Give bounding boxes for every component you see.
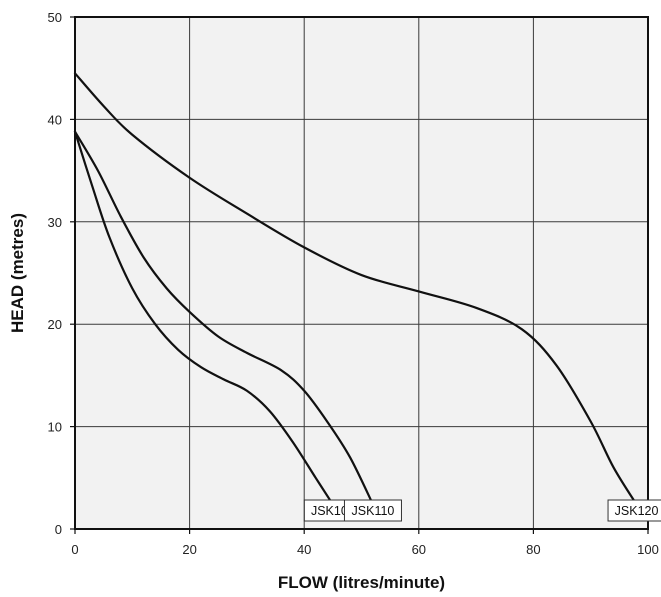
x-tick-label-20: 20 — [182, 542, 196, 557]
x-tick-label-0: 0 — [71, 542, 78, 557]
y-tick-label-0: 0 — [55, 522, 62, 537]
plot-area — [75, 17, 648, 529]
y-tick-label-30: 30 — [48, 215, 62, 230]
series-label-text: JSK120 — [615, 504, 659, 518]
x-tick-label-40: 40 — [297, 542, 311, 557]
y-tick-label-20: 20 — [48, 317, 62, 332]
x-tick-label-100: 100 — [637, 542, 659, 557]
y-tick-label-10: 10 — [48, 420, 62, 435]
series-curves — [73, 72, 638, 506]
x-tick-label-80: 80 — [526, 542, 540, 557]
series-label-text: JSK100 — [311, 504, 355, 518]
curve-jsk110 — [73, 130, 375, 506]
y-tick-label-40: 40 — [48, 112, 62, 127]
grid — [75, 17, 648, 529]
x-axis-ticks: 0 20 40 60 80 100 — [71, 529, 659, 557]
x-axis-title: FLOW (litres/minute) — [278, 573, 445, 592]
series-label-text: JSK110 — [352, 504, 395, 518]
y-axis-title: HEAD (metres) — [8, 213, 27, 333]
curve-jsk120 — [73, 72, 638, 506]
series-label-jsk120: JSK120 — [607, 499, 661, 522]
y-tick-label-50: 50 — [48, 10, 62, 25]
series-label-jsk110: JSK110 — [343, 499, 402, 522]
series-label-box — [607, 499, 661, 522]
series-label-box — [343, 499, 402, 522]
y-axis-ticks: 0 10 20 30 40 50 — [48, 10, 75, 537]
x-tick-label-60: 60 — [412, 542, 426, 557]
curve-jsk100 — [73, 130, 334, 506]
plot-border — [74, 16, 649, 530]
